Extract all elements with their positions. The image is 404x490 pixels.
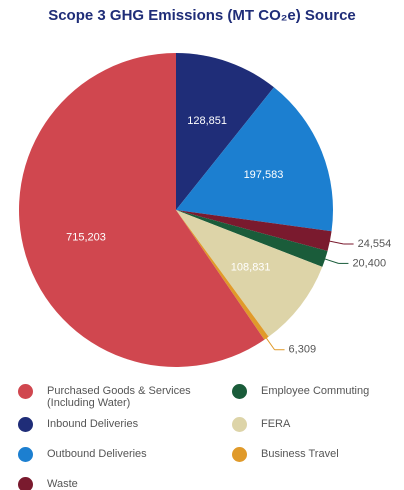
legend-item: Waste — [18, 477, 197, 490]
legend-label: Business Travel — [261, 448, 339, 460]
legend-swatch — [232, 417, 247, 432]
pie-slice — [176, 210, 269, 340]
leader-line — [325, 239, 344, 245]
legend-item: FERA — [232, 417, 404, 432]
leader-line — [321, 257, 339, 264]
legend-label: Purchased Goods & Services (Including Wa… — [47, 385, 191, 409]
legend-label: Waste — [47, 478, 78, 490]
leader-line — [263, 334, 275, 351]
value-label: 6,309 — [289, 344, 317, 356]
pie-slice — [19, 53, 265, 367]
legend-swatch — [18, 447, 33, 462]
legend-swatch — [18, 417, 33, 432]
legend-label: Employee Commuting — [261, 385, 370, 397]
legend-swatch — [18, 384, 33, 399]
value-label: 128,851 — [187, 115, 227, 127]
pie-slice — [176, 210, 332, 252]
value-label: 197,583 — [244, 169, 284, 181]
legend-label: Outbound Deliveries — [47, 448, 147, 460]
legend-label: Inbound Deliveries — [47, 418, 139, 430]
legend-item: Inbound Deliveries — [18, 417, 197, 432]
legend-item: Purchased Goods & Services (Including Wa… — [18, 384, 197, 409]
legend-item: Employee Commuting — [232, 384, 404, 399]
legend-swatch — [232, 384, 247, 399]
value-label: 24,554 — [358, 238, 392, 250]
pie-slice — [176, 210, 328, 267]
legend-label: FERA — [261, 418, 291, 430]
pie-slice — [176, 53, 274, 210]
chart-title: Scope 3 GHG Emissions (MT CO₂e) Source — [48, 7, 356, 24]
value-label: 108,831 — [231, 261, 271, 273]
legend-item: Business Travel — [232, 447, 404, 462]
value-label: 715,203 — [66, 232, 106, 244]
chart: Scope 3 GHG Emissions (MT CO₂e) Source 1… — [19, 7, 392, 367]
pie-slice — [176, 210, 323, 337]
pie-slice — [176, 87, 334, 232]
value-label: 20,400 — [352, 257, 386, 269]
legend-item: Outbound Deliveries — [18, 447, 197, 462]
legend-swatch — [232, 447, 247, 462]
legend-swatch — [18, 477, 33, 490]
